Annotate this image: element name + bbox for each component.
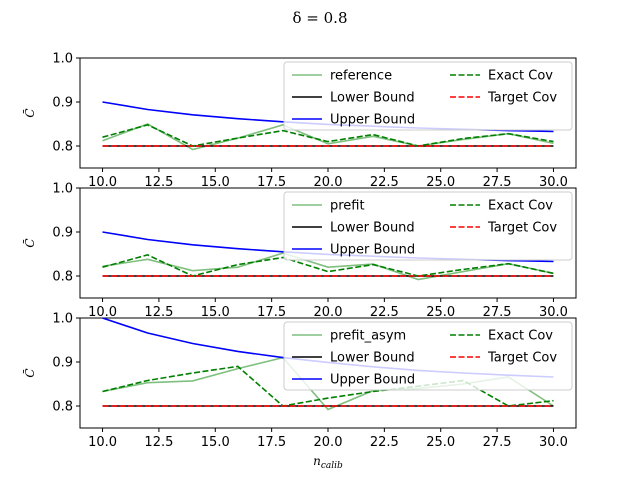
chart-panels: C̄ 0.8 0.9 1.0 10.0 12.5 15.0 17.5 20.0 22.5 25.0 2… [22, 52, 577, 450]
panel-bottom: C̄ 0.8 0.9 1.0 10.0 12.5 15.0 17.5 20.0 22.5 25.0 2… [22, 312, 577, 450]
x-tick-label: 30.0 [539, 175, 568, 190]
x-tick-label: 20.0 [314, 435, 343, 450]
x-tick-label: 22.5 [370, 305, 399, 320]
legend-label: Exact Cov [488, 69, 553, 84]
legend-label: Lower Bound [330, 351, 415, 366]
legend-label: reference [330, 69, 392, 84]
legend: reference Lower Bound Upper Bound Exact Cov… [283, 61, 573, 131]
legend: prefit Lower Bound Upper Bound Exact Cov Tar… [283, 191, 573, 261]
x-tick-label: 10.0 [88, 175, 117, 190]
legend-box [283, 61, 573, 131]
y-tick-label: 1.0 [52, 312, 73, 327]
x-axis-label: ncalib [313, 454, 343, 471]
x-tick-label: 25.0 [426, 435, 455, 450]
legend-label: prefit_asym [330, 329, 406, 344]
y-axis-label: C̄ [22, 108, 37, 117]
y-axis-label: C̄ [22, 368, 37, 377]
legend-box [283, 191, 573, 261]
x-axis-label-sub: calib [321, 461, 343, 471]
legend-label: Exact Cov [488, 199, 553, 214]
x-tick-label: 30.0 [539, 435, 568, 450]
legend-box [283, 321, 573, 391]
x-tick-label: 15.0 [201, 435, 230, 450]
x-tick-label: 25.0 [426, 305, 455, 320]
panel-top: C̄ 0.8 0.9 1.0 10.0 12.5 15.0 17.5 20.0 22.5 25.0 2… [22, 52, 577, 190]
x-tick-label: 17.5 [257, 435, 286, 450]
x-tick-label: 22.5 [370, 175, 399, 190]
y-axis-label: C̄ [22, 238, 37, 247]
y-tick-label: 0.8 [52, 140, 73, 155]
legend-label: Target Cov [487, 221, 557, 236]
x-tick-label: 15.0 [201, 175, 230, 190]
x-tick-label: 17.5 [257, 305, 286, 320]
x-tick-label: 27.5 [483, 175, 512, 190]
x-tick-label: 20.0 [314, 175, 343, 190]
panel-middle: C̄ 0.8 0.9 1.0 10.0 12.5 15.0 17.5 20.0 22.5 25.0 2… [22, 182, 577, 320]
x-tick-label: 10.0 [88, 305, 117, 320]
legend-label: Upper Bound [330, 113, 415, 128]
legend-label: Lower Bound [330, 221, 415, 236]
figure-title: δ = 0.8 [293, 9, 348, 27]
legend-label: Upper Bound [330, 373, 415, 388]
x-tick-label: 15.0 [201, 305, 230, 320]
legend-label: prefit [330, 199, 365, 214]
x-tick-label: 27.5 [483, 435, 512, 450]
x-axis-label-main: n [313, 454, 321, 468]
y-tick-label: 1.0 [52, 182, 73, 197]
y-tick-label: 0.8 [52, 270, 73, 285]
y-tick-label: 0.9 [52, 96, 73, 111]
legend-label: Lower Bound [330, 91, 415, 106]
x-tick-label: 12.5 [144, 435, 173, 450]
x-tick-label: 20.0 [314, 305, 343, 320]
x-tick-label: 25.0 [426, 175, 455, 190]
x-tick-label: 12.5 [144, 175, 173, 190]
y-tick-label: 0.8 [52, 400, 73, 415]
series-line-exact-cov [102, 254, 554, 277]
x-tick-label: 12.5 [144, 305, 173, 320]
x-tick-label: 10.0 [88, 435, 117, 450]
legend-label: Target Cov [487, 351, 557, 366]
legend-label: Exact Cov [488, 329, 553, 344]
x-tick-label: 22.5 [370, 435, 399, 450]
y-tick-label: 1.0 [52, 52, 73, 67]
legend-label: Upper Bound [330, 243, 415, 258]
x-tick-label: 27.5 [483, 305, 512, 320]
y-tick-label: 0.9 [52, 356, 73, 371]
legend-label: Target Cov [487, 91, 557, 106]
legend: prefit_asym Lower Bound Upper Bound Exact C… [283, 321, 573, 391]
x-tick-label: 30.0 [539, 305, 568, 320]
y-tick-label: 0.9 [52, 226, 73, 241]
x-tick-label: 17.5 [257, 175, 286, 190]
